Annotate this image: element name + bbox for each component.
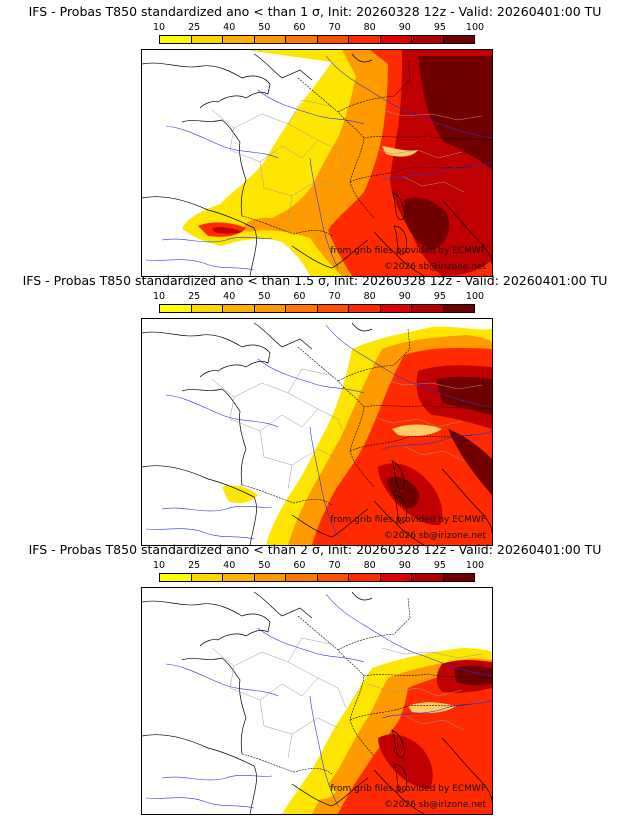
colorbar-tick-label: 50	[258, 560, 271, 571]
colorbar-segment	[317, 574, 349, 581]
prob-area-max	[418, 56, 492, 170]
colorbar-segment	[286, 305, 318, 312]
probability-map: from grib files provided by ECMWF ©2026 …	[141, 49, 493, 277]
colorbar-tick-label: 95	[433, 291, 446, 302]
colorbar-segment	[412, 305, 444, 312]
colorbar-ticks: 10 25 40 50 60 70 80 90 95 100	[153, 22, 484, 34]
colorbar-segment	[443, 305, 474, 312]
colorbar-tick-label: 70	[328, 560, 341, 571]
colorbar-tick-label: 95	[433, 22, 446, 33]
colorbar-tick-label: 100	[465, 560, 485, 571]
map-svg	[142, 322, 492, 545]
prob-area-high	[338, 668, 492, 814]
colorbar-tick-label: 50	[258, 291, 271, 302]
colorbar-tick-label: 40	[223, 291, 236, 302]
colorbar-segment	[443, 36, 474, 43]
colorbar-segment	[160, 36, 192, 43]
colorbar-tick-label: 40	[223, 560, 236, 571]
probability-map: from grib files provided by ECMWF ©2026 …	[141, 318, 493, 546]
colorbar-tick-label: 25	[188, 291, 201, 302]
colorbar-segment	[412, 36, 444, 43]
colorbar-tick-label: 100	[465, 22, 485, 33]
colorbar-segment	[286, 36, 318, 43]
colorbar-segment	[191, 305, 223, 312]
colorbar	[159, 304, 475, 313]
panel-title: IFS - Probas T850 standardized ano < tha…	[28, 4, 602, 19]
colorbar-tick-label: 10	[152, 291, 166, 302]
map-svg	[142, 591, 492, 814]
colorbar-ticks: 10 25 40 50 60 70 80 90 95 100	[153, 291, 484, 303]
colorbar-tick-label: 25	[188, 22, 201, 33]
prob-pocket-low	[382, 146, 418, 157]
colorbar-segment	[191, 36, 223, 43]
colorbar-tick-label: 80	[363, 22, 376, 33]
colorbar-segment	[223, 574, 255, 581]
colorbar-tick-label: 70	[328, 22, 341, 33]
colorbar-segment	[160, 305, 192, 312]
colorbar-segment	[254, 574, 286, 581]
colorbar-segment	[349, 36, 381, 43]
colorbar-segment	[380, 36, 412, 43]
colorbar-tick-label: 90	[398, 291, 411, 302]
credit-source: from grib files provided by ECMWF	[330, 515, 486, 525]
colorbar-segment	[380, 574, 412, 581]
colorbar-segment	[223, 36, 255, 43]
panel-2: IFS - Probas T850 standardized ano < tha…	[0, 269, 630, 546]
prob-area-max-east	[448, 429, 492, 495]
credit-source: from grib files provided by ECMWF	[330, 246, 486, 256]
prob-pocket-pyrenees	[222, 485, 258, 503]
credit-site: ©2026 sb@irizone.net	[384, 531, 486, 541]
colorbar-tick-label: 50	[258, 22, 271, 33]
prob-pocket-pyrenees-core	[212, 227, 242, 234]
colorbar-ticks: 10 25 40 50 60 70 80 90 95 100	[153, 560, 484, 572]
credit-site: ©2026 sb@irizone.net	[384, 800, 486, 810]
colorbar-tick-label: 80	[363, 560, 376, 571]
credit-source: from grib files provided by ECMWF	[330, 784, 486, 794]
colorbar-tick-label: 60	[293, 560, 306, 571]
colorbar-tick-label: 95	[433, 560, 446, 571]
map-svg	[142, 50, 492, 276]
panel-title: IFS - Probas T850 standardized ano < tha…	[22, 273, 608, 288]
prob-area-max	[454, 665, 492, 686]
credit-site: ©2026 sb@irizone.net	[384, 262, 486, 272]
colorbar	[159, 573, 475, 582]
panel-3: IFS - Probas T850 standardized ano < tha…	[0, 538, 630, 815]
colorbar-segment	[317, 305, 349, 312]
panel-title: IFS - Probas T850 standardized ano < tha…	[28, 542, 602, 557]
colorbar-segment	[380, 305, 412, 312]
colorbar-segment	[349, 305, 381, 312]
colorbar-tick-label: 80	[363, 291, 376, 302]
colorbar-tick-label: 90	[398, 560, 411, 571]
colorbar-segment	[349, 574, 381, 581]
colorbar-tick-label: 90	[398, 22, 411, 33]
colorbar-segment	[443, 574, 474, 581]
prob-area-max-south	[404, 197, 450, 250]
colorbar-tick-label: 100	[465, 291, 485, 302]
prob-pocket-west	[302, 781, 336, 800]
colorbar-tick-label: 60	[293, 291, 306, 302]
colorbar-segment	[191, 574, 223, 581]
colorbar-segment	[160, 574, 192, 581]
colorbar-tick-label: 70	[328, 291, 341, 302]
colorbar-segment	[412, 574, 444, 581]
probability-map: from grib files provided by ECMWF ©2026 …	[141, 587, 493, 815]
prob-pocket-alps-low	[392, 424, 442, 437]
colorbar-segment	[286, 574, 318, 581]
colorbar-segment	[254, 36, 286, 43]
colorbar-segment	[223, 305, 255, 312]
colorbar-tick-label: 10	[152, 560, 166, 571]
colorbar	[159, 35, 475, 44]
panel-1: IFS - Probas T850 standardized ano < tha…	[0, 0, 630, 277]
prob-area-max	[436, 376, 492, 415]
colorbar-tick-label: 25	[188, 560, 201, 571]
colorbar-segment	[254, 305, 286, 312]
colorbar-segment	[317, 36, 349, 43]
prob-area-max-south	[386, 476, 420, 509]
prob-area-very-high-south	[378, 734, 433, 789]
colorbar-tick-label: 40	[223, 22, 236, 33]
colorbar-tick-label: 10	[152, 22, 166, 33]
prob-pocket-alps-low	[408, 702, 456, 714]
colorbar-tick-label: 60	[293, 22, 306, 33]
